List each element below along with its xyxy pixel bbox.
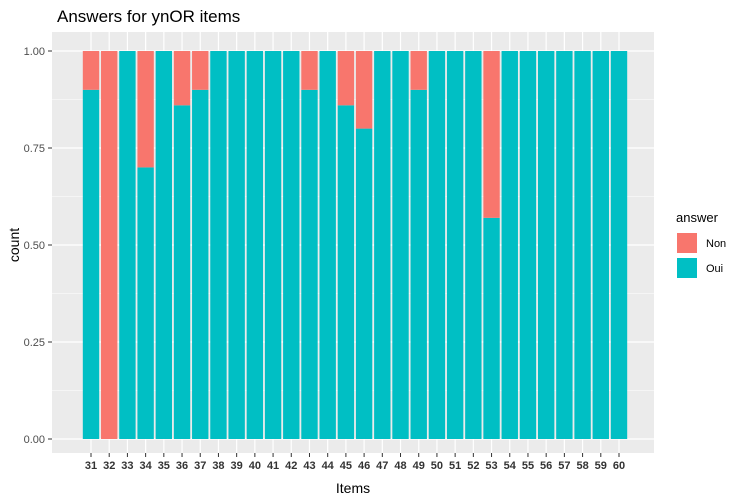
bar-oui-38 (210, 51, 227, 439)
bar-oui-46 (355, 128, 373, 439)
bar-oui-41 (264, 51, 282, 439)
bar-oui-50 (428, 51, 446, 439)
x-tick-label: 35 (158, 460, 170, 472)
bar-oui-45 (337, 105, 355, 439)
bar-non-43 (301, 51, 318, 90)
legend-swatch-non (677, 233, 697, 253)
x-tick-label: 33 (121, 460, 133, 472)
bar-non-31 (82, 51, 100, 90)
x-tick-label: 58 (576, 460, 588, 472)
x-tick-label: 57 (558, 460, 570, 472)
y-ticks: 0.00 0.25 0.50 0.75 1.00 (24, 46, 52, 446)
bar-non-32 (101, 51, 118, 439)
x-tick-label: 50 (431, 460, 443, 472)
x-tick-label: 32 (103, 460, 115, 472)
x-tick-label: 60 (613, 460, 625, 472)
bar-oui-55 (519, 51, 537, 439)
legend: answer Non Oui (676, 210, 726, 278)
bar-oui-51 (446, 51, 464, 439)
x-tick-label: 41 (267, 460, 279, 472)
legend-label-oui: Oui (706, 263, 723, 275)
bar-non-37 (192, 51, 209, 90)
bar-oui-44 (319, 51, 336, 439)
bar-oui-40 (246, 51, 264, 439)
x-axis-title: Items (336, 480, 370, 496)
y-tick-label: 0.25 (24, 337, 45, 349)
y-tick-label: 1.00 (24, 46, 45, 58)
x-tick-label: 39 (231, 460, 243, 472)
x-tick-label: 53 (485, 460, 497, 472)
legend-title: answer (676, 210, 719, 225)
bar-non-46 (355, 51, 373, 129)
bar-oui-58 (574, 51, 591, 439)
bar-oui-36 (173, 105, 191, 439)
x-tick-label: 40 (249, 460, 261, 472)
x-tick-label: 31 (85, 460, 97, 472)
x-tick-label: 34 (139, 460, 152, 472)
x-tick-label: 59 (595, 460, 607, 472)
x-tick-label: 36 (176, 460, 188, 472)
legend-swatch-oui (677, 258, 697, 278)
bar-non-36 (173, 51, 191, 106)
bar-oui-60 (610, 51, 628, 439)
bar-non-53 (483, 51, 500, 218)
bar-non-45 (337, 51, 355, 106)
bar-oui-33 (119, 51, 136, 439)
x-tick-label: 38 (212, 460, 224, 472)
bar-oui-54 (501, 51, 518, 439)
x-tick-label: 42 (285, 460, 297, 472)
x-tick-label: 55 (522, 460, 534, 472)
x-tick-label: 49 (413, 460, 425, 472)
bar-oui-53 (483, 217, 500, 439)
x-tick-label: 46 (358, 460, 370, 472)
x-tick-label: 54 (504, 460, 517, 472)
bar-oui-39 (228, 51, 245, 439)
bar-oui-59 (592, 51, 609, 439)
bar-oui-56 (537, 51, 555, 439)
bar-oui-37 (192, 89, 209, 440)
x-tick-label: 43 (303, 460, 315, 472)
x-tick-label: 48 (394, 460, 406, 472)
bar-oui-57 (556, 51, 573, 439)
bar-oui-49 (410, 89, 427, 440)
x-tick-label: 37 (194, 460, 206, 472)
x-tick-label: 56 (540, 460, 552, 472)
y-tick-label: 0.75 (24, 143, 45, 155)
chart-title: Answers for ynOR items (57, 7, 240, 26)
bar-oui-52 (465, 51, 482, 439)
bar-oui-48 (392, 51, 409, 439)
x-tick-label: 44 (322, 460, 335, 472)
bar-oui-31 (82, 89, 100, 440)
bar-non-34 (137, 51, 154, 168)
y-tick-label: 0.00 (24, 434, 45, 446)
bars (82, 51, 628, 440)
bar-oui-34 (137, 167, 154, 439)
legend-label-non: Non (706, 238, 726, 250)
x-tick-label: 52 (467, 460, 479, 472)
x-tick-label: 47 (376, 460, 388, 472)
x-ticks: 31 32 33 34 35 36 37 38 39 40 41 42 43 44 45 46 47 48 49 50… (85, 453, 625, 472)
x-tick-label: 51 (449, 460, 461, 472)
bar-oui-35 (155, 51, 173, 439)
y-tick-label: 0.50 (24, 240, 45, 252)
x-tick-label: 45 (340, 460, 352, 472)
bar-oui-43 (301, 89, 318, 440)
bar-non-49 (410, 51, 427, 90)
legend-items: Non Oui (677, 233, 726, 278)
bar-oui-42 (283, 51, 300, 439)
bar-oui-47 (374, 51, 391, 439)
y-axis-title: count (6, 228, 22, 262)
